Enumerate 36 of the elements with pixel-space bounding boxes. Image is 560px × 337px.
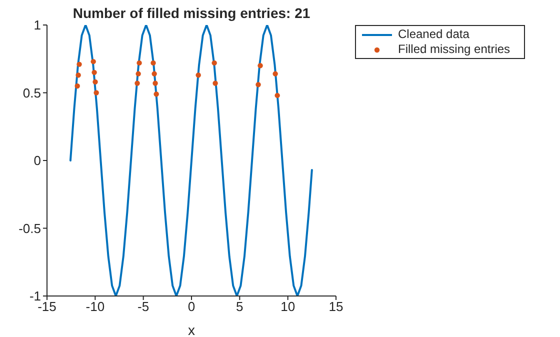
point xyxy=(196,72,201,78)
point xyxy=(212,80,218,86)
x-tick-label: -5 xyxy=(138,299,150,314)
point xyxy=(76,72,81,78)
point xyxy=(90,58,96,64)
point xyxy=(274,92,280,98)
point xyxy=(152,80,158,86)
y-tick-label: -0.5 xyxy=(18,220,41,236)
point xyxy=(136,71,141,76)
point xyxy=(92,79,98,85)
point xyxy=(272,71,278,76)
point xyxy=(154,92,159,97)
legend-label: Cleaned data xyxy=(398,27,470,42)
chart-title: Number of filled missing entries: 21 xyxy=(72,5,312,21)
point xyxy=(76,62,82,67)
x-axis-title: x xyxy=(188,322,195,337)
point xyxy=(150,60,156,66)
y-tick-label: 0.5 xyxy=(22,85,41,100)
x-tick-label: 5 xyxy=(236,299,244,314)
x-tick-label: 15 xyxy=(328,299,344,314)
legend-label: Filled missing entries xyxy=(398,42,510,57)
y-tick-label: 1 xyxy=(34,18,41,33)
x-tick-label: -10 xyxy=(86,299,105,314)
x-tick-label: 0 xyxy=(188,299,196,314)
x-tick-label: 10 xyxy=(280,299,296,314)
point xyxy=(152,71,157,76)
line-series xyxy=(69,25,313,296)
point xyxy=(136,60,142,66)
point xyxy=(212,60,217,66)
y-tick-label: 0 xyxy=(34,153,41,168)
point xyxy=(134,80,140,86)
point xyxy=(258,63,263,68)
point xyxy=(256,82,261,88)
point xyxy=(74,83,80,89)
point xyxy=(92,70,97,76)
point xyxy=(94,90,99,96)
